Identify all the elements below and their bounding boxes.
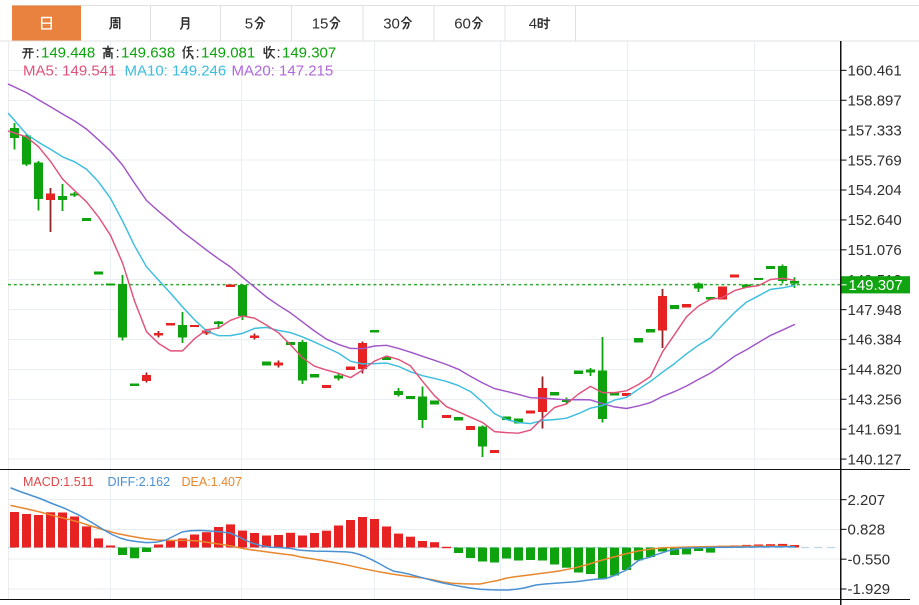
svg-text:149.448: 149.448	[41, 45, 95, 62]
svg-text:4: 4	[529, 15, 537, 32]
svg-text:147.948: 147.948	[848, 302, 902, 319]
svg-text:140.127: 140.127	[848, 451, 902, 468]
svg-text:DIFF:2.162: DIFF:2.162	[108, 475, 171, 489]
svg-text:144.820: 144.820	[848, 362, 902, 379]
svg-text:143.256: 143.256	[848, 392, 902, 409]
svg-text:149.081: 149.081	[201, 45, 255, 62]
svg-text:MA5: 149.541: MA5: 149.541	[23, 63, 116, 80]
svg-text:155.769: 155.769	[848, 152, 902, 169]
svg-text:160.461: 160.461	[848, 63, 902, 80]
svg-text:DEA:1.407: DEA:1.407	[182, 475, 243, 489]
svg-text:15: 15	[312, 15, 329, 32]
svg-text:157.333: 157.333	[848, 122, 902, 139]
svg-text:146.384: 146.384	[848, 332, 902, 349]
svg-text:-1.929: -1.929	[848, 581, 891, 598]
svg-text::: :	[116, 45, 120, 62]
svg-text:MACD:1.511: MACD:1.511	[23, 475, 94, 489]
svg-text:60: 60	[454, 15, 471, 32]
svg-text:149.307: 149.307	[849, 277, 903, 294]
svg-text:154.204: 154.204	[848, 182, 902, 199]
svg-text:MA20: 147.215: MA20: 147.215	[232, 63, 334, 80]
svg-text:152.640: 152.640	[848, 212, 902, 229]
svg-text:2.207: 2.207	[848, 492, 886, 509]
svg-text:151.076: 151.076	[848, 242, 902, 259]
svg-text:149.307: 149.307	[282, 45, 336, 62]
svg-text:-0.550: -0.550	[848, 551, 891, 568]
svg-text:141.691: 141.691	[848, 421, 902, 438]
svg-text::: :	[36, 45, 40, 62]
svg-text:158.897: 158.897	[848, 93, 902, 110]
svg-text::: :	[196, 45, 200, 62]
svg-text:0.828: 0.828	[848, 522, 886, 539]
svg-text::: :	[277, 45, 281, 62]
svg-text:149.638: 149.638	[121, 45, 175, 62]
svg-text:30: 30	[383, 15, 400, 32]
svg-text:MA10: 149.246: MA10: 149.246	[125, 63, 227, 80]
svg-text:5: 5	[245, 15, 253, 32]
